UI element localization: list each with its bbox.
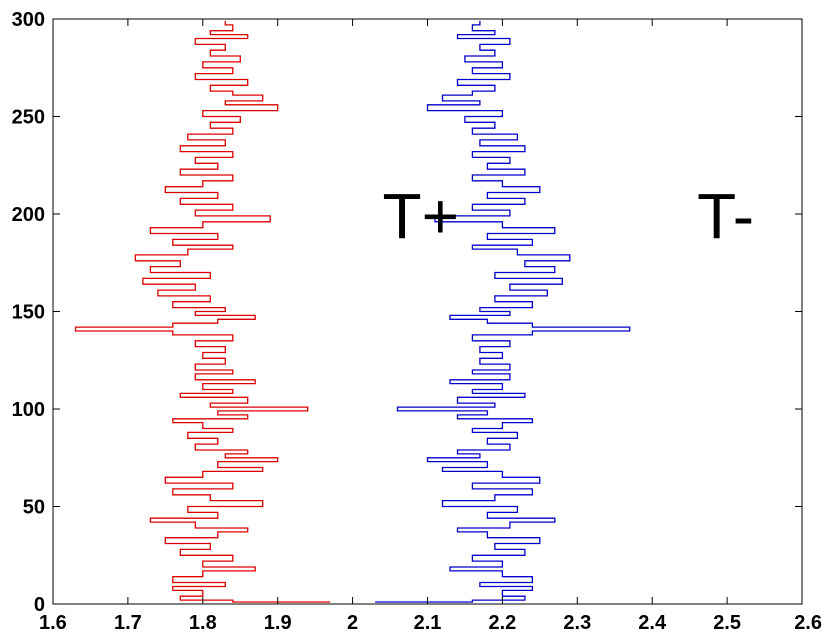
y-tick-label: 50 <box>23 497 45 519</box>
x-tick-label: 2.1 <box>414 612 442 634</box>
x-tick-label: 2.5 <box>713 612 741 634</box>
x-tick-label: 1.8 <box>189 612 217 634</box>
y-tick-label: 100 <box>12 399 45 421</box>
series-label-t-plus: T+ <box>383 180 459 252</box>
x-tick-label: 2.3 <box>563 612 591 634</box>
y-tick-label: 250 <box>12 107 45 129</box>
x-axis: 1.6 1.7 1.8 1.9 2 2.1 2.2 2.3 2.4 2.5 2.6 <box>39 19 822 634</box>
y-tick-label: 0 <box>34 594 45 616</box>
series-line-t-minus <box>375 20 631 603</box>
x-tick-label: 1.7 <box>114 612 142 634</box>
series-group <box>74 20 631 603</box>
y-tick-label: 200 <box>12 204 45 226</box>
x-tick-label: 1.6 <box>39 612 67 634</box>
x-tick-label: 2 <box>347 612 358 634</box>
series-line-t-plus <box>74 20 331 603</box>
x-tick-label: 2.4 <box>638 612 667 634</box>
y-tick-label: 300 <box>12 9 45 31</box>
y-tick-label: 150 <box>12 302 45 324</box>
series-label-t-minus: T- <box>697 180 754 252</box>
x-tick-label: 2.2 <box>488 612 516 634</box>
x-tick-label: 2.6 <box>794 612 822 634</box>
x-tick-label: 1.9 <box>264 612 292 634</box>
y-axis: 0 50 100 150 200 250 300 <box>12 9 802 616</box>
series-annotations: T+ T- <box>383 180 754 252</box>
